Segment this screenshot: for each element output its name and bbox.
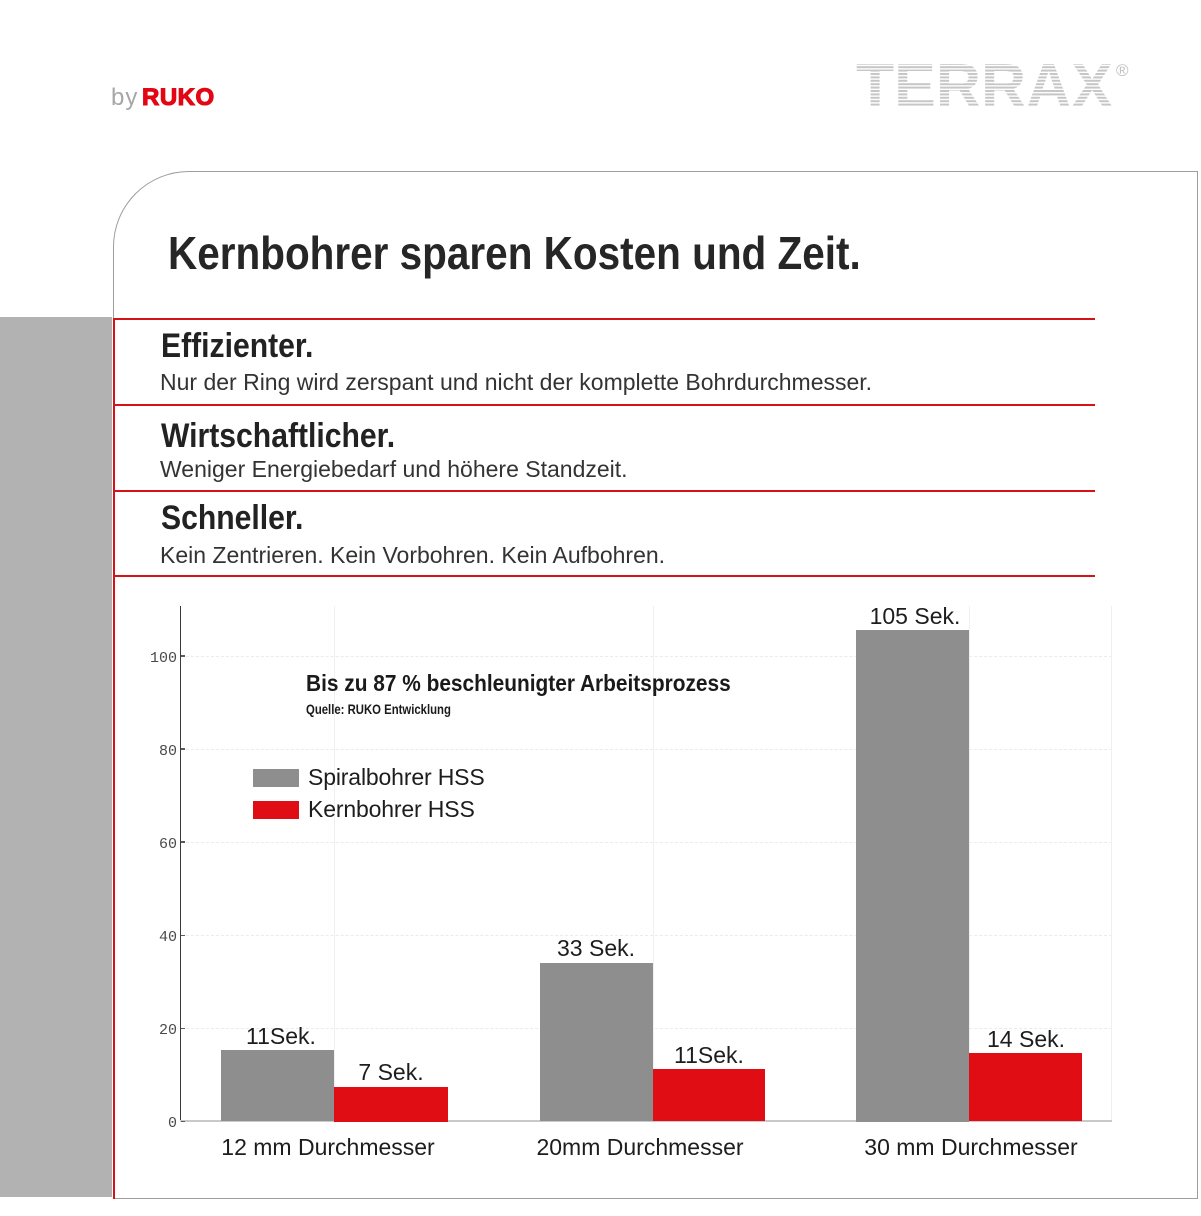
svg-text:®: ® — [1116, 61, 1129, 80]
svg-text:TERRAX: TERRAX — [856, 56, 1113, 116]
